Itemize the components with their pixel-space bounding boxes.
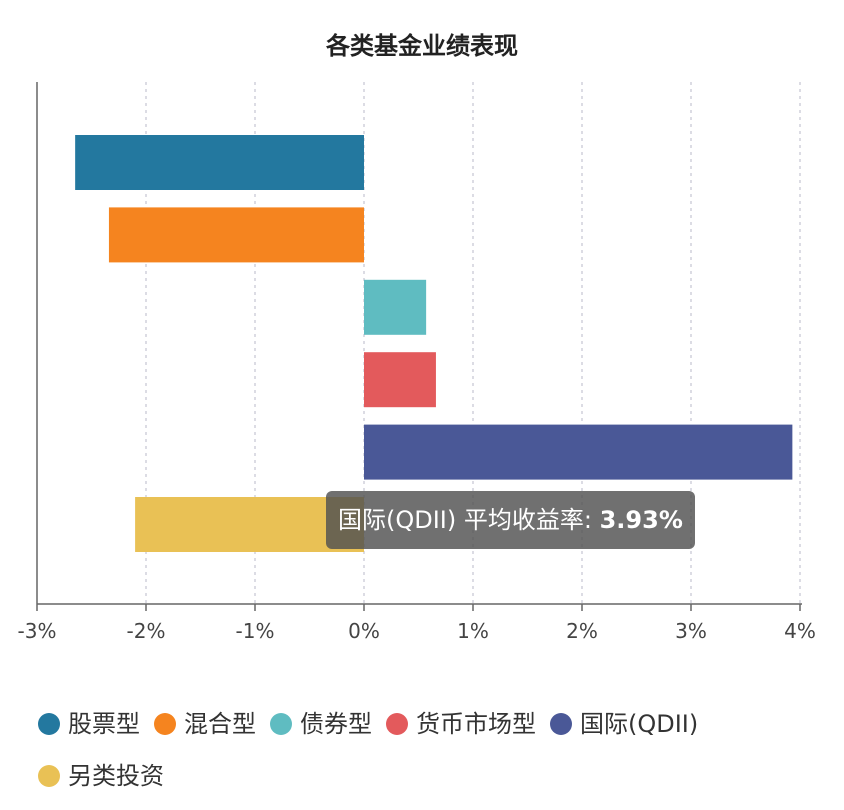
- x-tick-label: 2%: [566, 619, 598, 643]
- x-tick-label: -3%: [18, 619, 57, 643]
- legend-item[interactable]: 货币市场型: [386, 706, 536, 742]
- x-tick-label: 1%: [457, 619, 489, 643]
- legend-label: 货币市场型: [416, 710, 536, 738]
- bar-5[interactable]: [135, 497, 364, 552]
- legend-item[interactable]: 混合型: [154, 706, 256, 742]
- legend-item[interactable]: 国际(QDII): [550, 706, 698, 742]
- legend: 股票型 混合型 债券型 货币市场型 国际(QDII) 另类投资: [38, 706, 828, 810]
- bar-1[interactable]: [108, 207, 364, 263]
- legend-swatch: [154, 713, 176, 735]
- legend-swatch: [550, 713, 572, 735]
- legend-label: 股票型: [68, 710, 140, 738]
- tooltip-value: 3.93%: [599, 506, 683, 534]
- bars: [75, 135, 793, 552]
- x-tick-label: -1%: [236, 619, 275, 643]
- legend-item[interactable]: 股票型: [38, 706, 140, 742]
- tooltip: 国际(QDII) 平均收益率: 3.93%: [326, 491, 695, 549]
- x-tick-labels: -3% -2% -1% 0% 1% 2% 3% 4%: [18, 619, 816, 643]
- x-tick-label: 0%: [348, 619, 380, 643]
- bar-0[interactable]: [75, 135, 365, 190]
- chart-title: 各类基金业绩表现: [326, 32, 518, 60]
- bar-2[interactable]: [364, 279, 427, 335]
- legend-label: 混合型: [184, 710, 256, 738]
- legend-item[interactable]: 另类投资: [38, 758, 164, 794]
- legend-label: 另类投资: [68, 762, 164, 790]
- tooltip-label: 国际(QDII) 平均收益率:: [338, 506, 600, 534]
- bar-3[interactable]: [364, 352, 436, 408]
- legend-label: 债券型: [300, 710, 372, 738]
- legend-swatch: [386, 713, 408, 735]
- axes: [36, 82, 802, 611]
- legend-swatch: [38, 765, 60, 787]
- legend-label: 国际(QDII): [580, 710, 699, 738]
- x-tick-label: -2%: [127, 619, 166, 643]
- x-tick-label: 4%: [784, 619, 816, 643]
- plot-area: -3% -2% -1% 0% 1% 2% 3% 4%: [18, 82, 816, 643]
- legend-swatch: [270, 713, 292, 735]
- legend-swatch: [38, 713, 60, 735]
- legend-item[interactable]: 债券型: [270, 706, 372, 742]
- bar-4[interactable]: [364, 424, 793, 480]
- x-tick-label: 3%: [675, 619, 707, 643]
